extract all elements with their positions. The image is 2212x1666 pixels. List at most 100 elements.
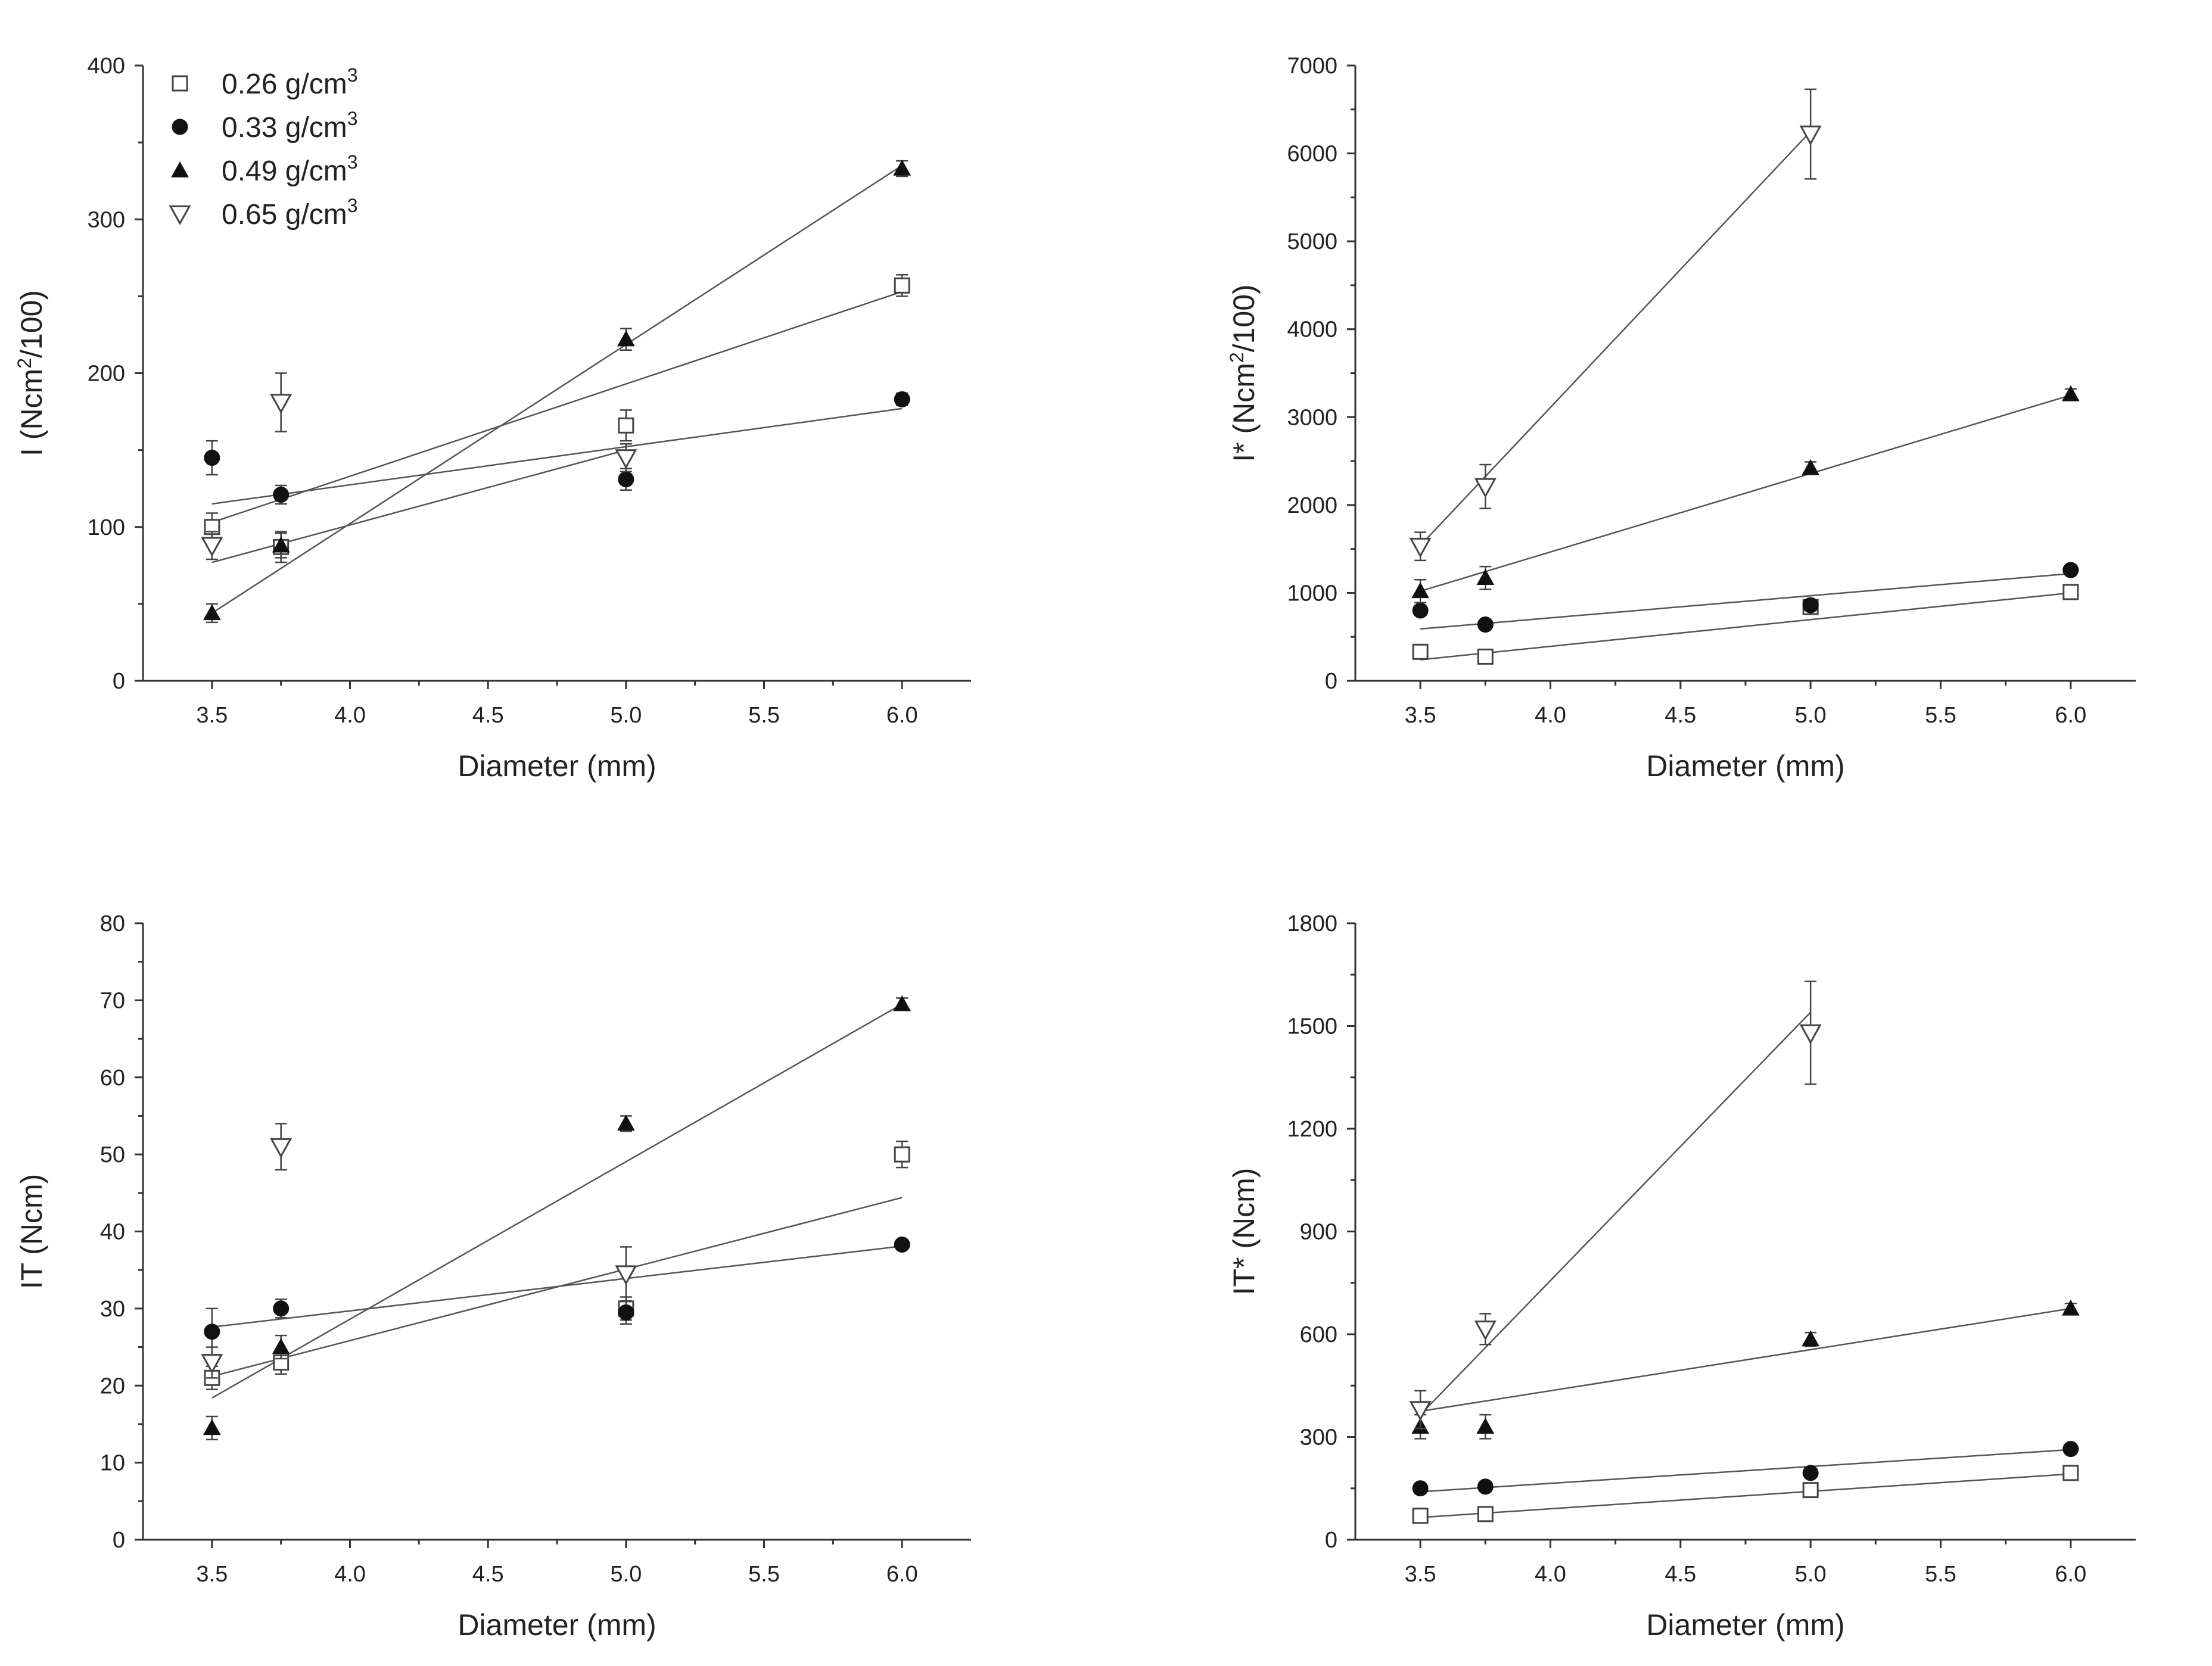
fit-line [1420,1449,2071,1493]
data-point [204,450,220,466]
legend: 0.26 g/cm3 0.33 g/cm3 0.49 g/cm3 0.65 g/cm3 [169,64,358,231]
legend-marker [171,161,189,178]
data-point [1477,648,1494,665]
y-axis-label: IT (Ncm) [15,1174,48,1289]
data-point [1409,537,1432,558]
series [201,372,637,560]
data-point [270,394,293,414]
x-tick-label: 6.0 [886,703,918,728]
data-point [617,1114,635,1131]
y-tick-label: 7000 [1287,54,1337,79]
x-tick-label: 6.0 [886,1562,918,1587]
x-tick-label: 3.5 [1405,703,1436,728]
y-tick-label: 0 [1325,669,1337,694]
data-point [894,391,910,407]
data-point [1799,125,1822,146]
y-tick-label: 400 [88,54,125,79]
data-point [2062,562,2079,578]
legend-marker [172,119,188,135]
y-axis-label: I (Ncm2/100) [14,290,48,456]
fit-line [211,1197,903,1377]
series [1409,88,1822,562]
data-point [1411,582,1430,599]
data-point [615,1265,637,1285]
data-point [894,1236,910,1253]
y-tick-label: 200 [88,362,125,387]
series [1409,980,1822,1430]
fit-line [1420,1473,2071,1518]
data-point [272,536,290,553]
series [1411,1299,2080,1440]
data-point [204,1324,220,1340]
data-point [618,1304,634,1321]
legend-marker [172,75,188,92]
y-tick-label: 1000 [1287,581,1337,606]
y-tick-label: 30 [100,1297,125,1322]
data-point [1476,569,1495,586]
fit-line [1420,572,2071,630]
y-tick-label: 0 [113,669,125,694]
series [1412,1465,2079,1524]
x-tick-label: 6.0 [2055,1562,2086,1587]
series [204,1236,910,1356]
chart-I: 3.5 4.0 4.5 5.0 5.5 6.0 0 100 200 300 400 Diameter … [14,54,971,783]
data-point [1412,1480,1429,1497]
x-tick-label: 5.5 [1925,1562,1956,1587]
legend-marker [169,205,191,226]
chart-I-star: 3.5 4.0 4.5 5.0 5.5 6.0 0 1000 2000 3000 4000 5000 6… [1226,54,2136,783]
data-point [1802,1330,1820,1347]
data-point [1412,643,1429,660]
x-tick-label: 4.5 [1665,703,1696,728]
fit-line [211,291,903,524]
data-point [1476,1418,1495,1434]
data-point [1477,1478,1494,1495]
x-tick-label: 5.5 [748,1562,780,1587]
chart-IT-star: 3.5 4.0 4.5 5.0 5.5 6.0 0 300 600 900 1200 1500 1800… [1227,911,2136,1642]
data-point [893,995,911,1011]
y-tick-label: 5000 [1287,229,1337,254]
y-tick-label: 10 [100,1451,125,1476]
y-tick-label: 3000 [1287,405,1337,430]
legend-label: 0.26 g/cm3 [222,64,358,100]
data-point [203,604,221,621]
x-tick-label: 5.0 [1795,703,1827,728]
series [204,391,910,505]
fit-line [1420,1307,2071,1412]
fit-line [1420,1011,1812,1415]
y-tick-label: 900 [1300,1220,1337,1245]
fit-line [1420,592,2071,661]
data-point [2061,1299,2080,1316]
series [204,273,910,563]
data-point [270,1138,293,1159]
data-point [201,537,223,557]
x-tick-label: 6.0 [2055,703,2086,728]
x-tick-label: 4.5 [472,1562,504,1587]
x-tick-label: 4.5 [472,703,504,728]
data-point [893,159,911,176]
x-tick-label: 4.0 [334,703,366,728]
x-tick-label: 5.5 [1925,703,1956,728]
x-tick-label: 5.0 [610,1562,642,1587]
series [1411,385,2080,603]
data-point [272,1338,290,1354]
y-tick-label: 80 [100,911,125,936]
y-axis-label: I* (Ncm2/100) [1226,284,1261,462]
data-point [1412,602,1429,619]
x-tick-label: 4.0 [334,1562,366,1587]
y-tick-label: 4000 [1287,317,1337,342]
data-point [1474,1321,1497,1341]
y-tick-label: 0 [113,1528,125,1553]
series [203,995,911,1441]
data-point [2061,385,2080,401]
data-point [1477,616,1494,633]
data-point [2062,584,2079,600]
x-axis-label: Diameter (mm) [458,1608,656,1642]
fit-line [211,164,903,614]
x-axis-label: Diameter (mm) [458,749,656,783]
data-point [1412,1508,1429,1524]
x-tick-label: 4.0 [1535,1562,1566,1587]
x-tick-label: 4.5 [1665,1562,1696,1587]
y-tick-label: 1200 [1287,1117,1337,1142]
